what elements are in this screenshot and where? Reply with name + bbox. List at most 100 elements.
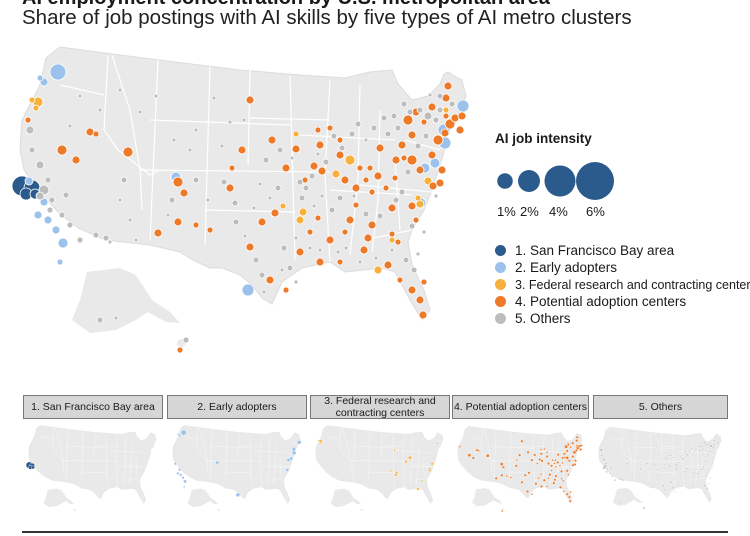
land-contiguous-us (19, 46, 467, 321)
metro-marker (241, 283, 255, 297)
metro-marker (677, 461, 681, 464)
state-border (562, 457, 565, 478)
metro-marker (380, 114, 388, 122)
metro-marker (314, 126, 322, 134)
land-contiguous-us (28, 425, 157, 504)
metro-marker (308, 172, 316, 180)
metro-marker (317, 439, 321, 442)
metro-marker (298, 194, 306, 202)
metro-marker (415, 165, 425, 175)
metro-marker (215, 460, 220, 465)
small-map-federal (315, 425, 444, 512)
state-border (425, 451, 436, 456)
metro-marker (697, 445, 700, 448)
metro-marker (400, 100, 408, 108)
state-border (394, 159, 401, 231)
metro-marker (211, 95, 217, 101)
metro-marker (292, 130, 300, 138)
metro-marker (571, 441, 575, 445)
metro-marker (57, 237, 69, 249)
metro-marker (414, 194, 422, 202)
land-contiguous-us (315, 425, 444, 504)
metro-marker (422, 132, 430, 140)
metro-marker (31, 465, 35, 470)
metro-marker (120, 176, 128, 184)
metro-marker (77, 93, 83, 99)
metro-marker (193, 127, 199, 133)
metro-marker (404, 168, 412, 176)
metro-marker (315, 151, 321, 157)
state-border (299, 134, 396, 141)
metro-marker (713, 443, 716, 446)
metro-marker (440, 128, 450, 138)
metro-marker (561, 461, 564, 465)
metro-marker (552, 481, 556, 485)
metro-marker (231, 199, 239, 207)
metro-marker (296, 178, 304, 186)
metro-marker (421, 229, 427, 235)
metro-marker (575, 435, 579, 439)
metro-marker (242, 233, 248, 239)
legend: AI job intensity 1% 2% 4% 6% 1. San Fran… (495, 131, 750, 327)
state-border (649, 432, 652, 482)
state-border (54, 427, 64, 473)
metro-marker (205, 197, 211, 203)
metro-marker (336, 258, 344, 266)
metro-marker (432, 116, 440, 124)
metro-marker (545, 455, 549, 459)
metro-marker (436, 92, 444, 100)
state-border (125, 464, 147, 468)
metro-marker (373, 171, 383, 181)
metro-marker (340, 175, 350, 185)
state-border (493, 429, 497, 481)
metro-marker (383, 260, 393, 270)
metro-marker (262, 156, 270, 164)
legend-swatch (495, 296, 506, 307)
metro-marker (456, 99, 470, 113)
metro-marker (51, 225, 61, 235)
category-legend: 1. San Francisco Bay area 2. Early adopt… (495, 242, 750, 327)
metro-marker (92, 130, 100, 138)
metro-marker (354, 120, 362, 128)
metro-marker (28, 96, 36, 104)
metro-marker (326, 124, 334, 132)
metro-marker (433, 193, 439, 199)
metro-marker (442, 112, 450, 120)
metro-marker (430, 462, 434, 466)
state-border (139, 169, 331, 173)
metro-marker (700, 444, 703, 448)
metro-marker (336, 136, 344, 144)
metro-marker (700, 467, 704, 471)
metro-marker (32, 104, 40, 112)
metro-marker (534, 482, 538, 486)
metro-marker (307, 245, 313, 251)
land-hawaii (501, 507, 505, 511)
metro-marker (562, 452, 566, 456)
land-contiguous-us (172, 425, 301, 504)
metro-marker (663, 463, 666, 466)
state-border (692, 464, 713, 468)
metro-marker (664, 488, 667, 491)
metro-marker (448, 100, 456, 108)
state-border (115, 434, 118, 487)
metro-marker (467, 453, 472, 457)
metro-marker (391, 174, 399, 182)
metro-marker (644, 454, 647, 457)
size-legend-circle (576, 162, 614, 200)
metro-marker (681, 457, 684, 460)
legend-item-sf-bay: 1. San Francisco Bay area (495, 242, 745, 259)
metro-marker (691, 485, 694, 488)
metro-marker (550, 464, 554, 468)
state-border (381, 445, 405, 447)
state-border (675, 451, 702, 453)
metro-marker (181, 476, 185, 480)
metro-marker (351, 183, 361, 193)
metro-marker (520, 439, 524, 443)
state-border (672, 434, 675, 486)
metro-marker (546, 462, 550, 466)
metro-marker (428, 181, 438, 191)
state-border (689, 437, 693, 485)
metro-marker (289, 456, 294, 461)
metro-marker (25, 125, 35, 135)
metro-marker (245, 242, 255, 252)
